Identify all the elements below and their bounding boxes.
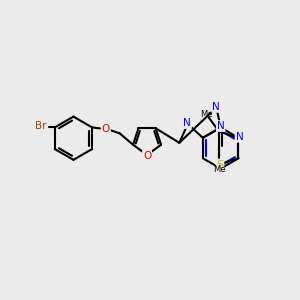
Text: N: N — [236, 132, 243, 142]
Text: O: O — [143, 151, 151, 161]
Text: S: S — [216, 160, 224, 170]
Text: N: N — [183, 118, 191, 128]
Text: N: N — [217, 121, 224, 131]
Text: O: O — [102, 124, 110, 134]
Text: Me: Me — [200, 110, 213, 119]
Text: Me: Me — [213, 165, 225, 174]
Text: Br: Br — [35, 122, 47, 131]
Text: N: N — [212, 102, 220, 112]
